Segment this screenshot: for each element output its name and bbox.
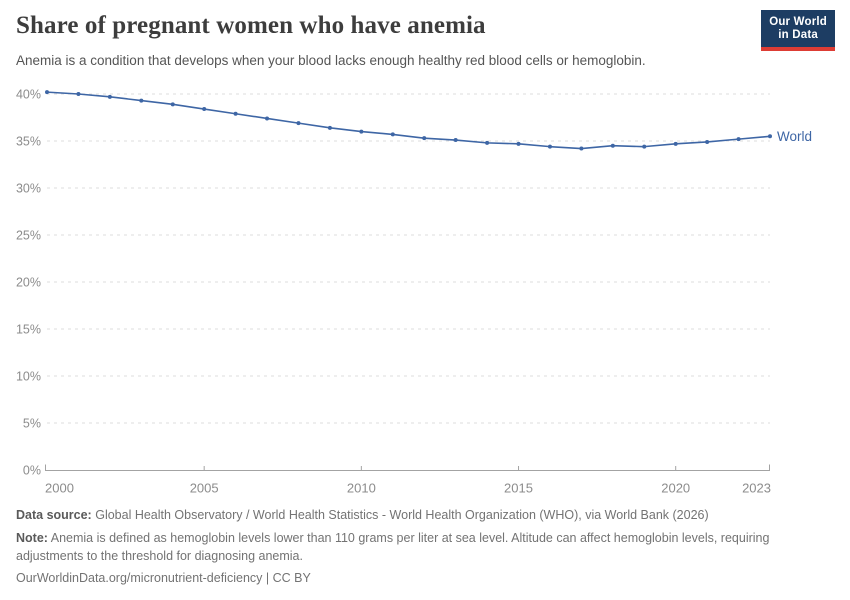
x-tick-label-2000: 2000 — [45, 481, 74, 496]
y-tick-label-30: 30% — [16, 182, 41, 196]
owid-logo-line1: Our World — [769, 16, 827, 28]
y-tick-label-35: 35% — [16, 135, 41, 149]
data-point-world-2003[interactable] — [139, 98, 144, 103]
data-point-world-2005[interactable] — [202, 107, 207, 112]
data-point-world-2017[interactable] — [579, 146, 584, 151]
y-tick-label-0: 0% — [23, 464, 41, 478]
owid-logo-line2: in Data — [778, 29, 818, 41]
data-point-world-2021[interactable] — [705, 139, 710, 144]
data-point-world-2008[interactable] — [296, 121, 301, 126]
data-point-world-2018[interactable] — [610, 143, 615, 148]
series-label-world[interactable]: World — [777, 129, 812, 144]
data-point-world-2002[interactable] — [107, 94, 112, 99]
data-point-world-2020[interactable] — [673, 141, 678, 146]
x-tick-label-2005: 2005 — [190, 481, 219, 496]
data-point-world-2009[interactable] — [327, 125, 332, 130]
data-point-world-2006[interactable] — [233, 111, 238, 116]
data-point-world-2023[interactable] — [768, 134, 772, 139]
note-label: Note: — [16, 530, 48, 545]
x-tick-label-2023: 2023 — [742, 481, 771, 496]
data-point-world-2010[interactable] — [359, 129, 364, 134]
chart-footer: Data source: Global Health Observatory /… — [16, 507, 798, 593]
y-tick-label-10: 10% — [16, 370, 41, 384]
x-tick-label-2020: 2020 — [661, 481, 690, 496]
data-point-world-2014[interactable] — [485, 140, 490, 145]
data-source-text: Global Health Observatory / World Health… — [95, 508, 709, 522]
data-point-world-2016[interactable] — [547, 144, 552, 149]
x-tick-label-2010: 2010 — [347, 481, 376, 496]
data-source-line: Data source: Global Health Observatory /… — [16, 507, 798, 525]
note-text: Anemia is defined as hemoglobin levels l… — [16, 530, 770, 563]
series-line-world[interactable] — [46, 91, 771, 150]
data-source-label: Data source: — [16, 508, 92, 522]
data-point-world-2004[interactable] — [170, 102, 175, 107]
y-tick-label-15: 15% — [16, 323, 41, 337]
note-line: Note: Anemia is defined as hemoglobin le… — [16, 530, 798, 566]
x-tick-label-2015: 2015 — [504, 481, 533, 496]
data-point-world-2011[interactable] — [390, 132, 395, 137]
owid-url-link[interactable]: OurWorldinData.org/micronutrient-deficie… — [16, 571, 311, 586]
data-point-world-2001[interactable] — [76, 92, 81, 96]
y-tick-label-20: 20% — [16, 276, 41, 290]
data-point-world-2019[interactable] — [642, 144, 647, 149]
data-point-world-2007[interactable] — [265, 116, 270, 121]
y-tick-label-40: 40% — [16, 88, 41, 102]
y-tick-label-5: 5% — [23, 417, 41, 431]
y-tick-label-25: 25% — [16, 229, 41, 243]
data-point-world-2000[interactable] — [45, 90, 49, 95]
data-point-world-2013[interactable] — [453, 138, 458, 143]
data-point-world-2022[interactable] — [736, 137, 741, 142]
page-subtitle: Anemia is a condition that develops when… — [16, 53, 646, 68]
page-title: Share of pregnant women who have anemia — [16, 12, 486, 39]
owid-logo: Our World in Data — [761, 10, 835, 51]
data-point-world-2015[interactable] — [516, 141, 521, 146]
data-point-world-2012[interactable] — [422, 136, 427, 141]
